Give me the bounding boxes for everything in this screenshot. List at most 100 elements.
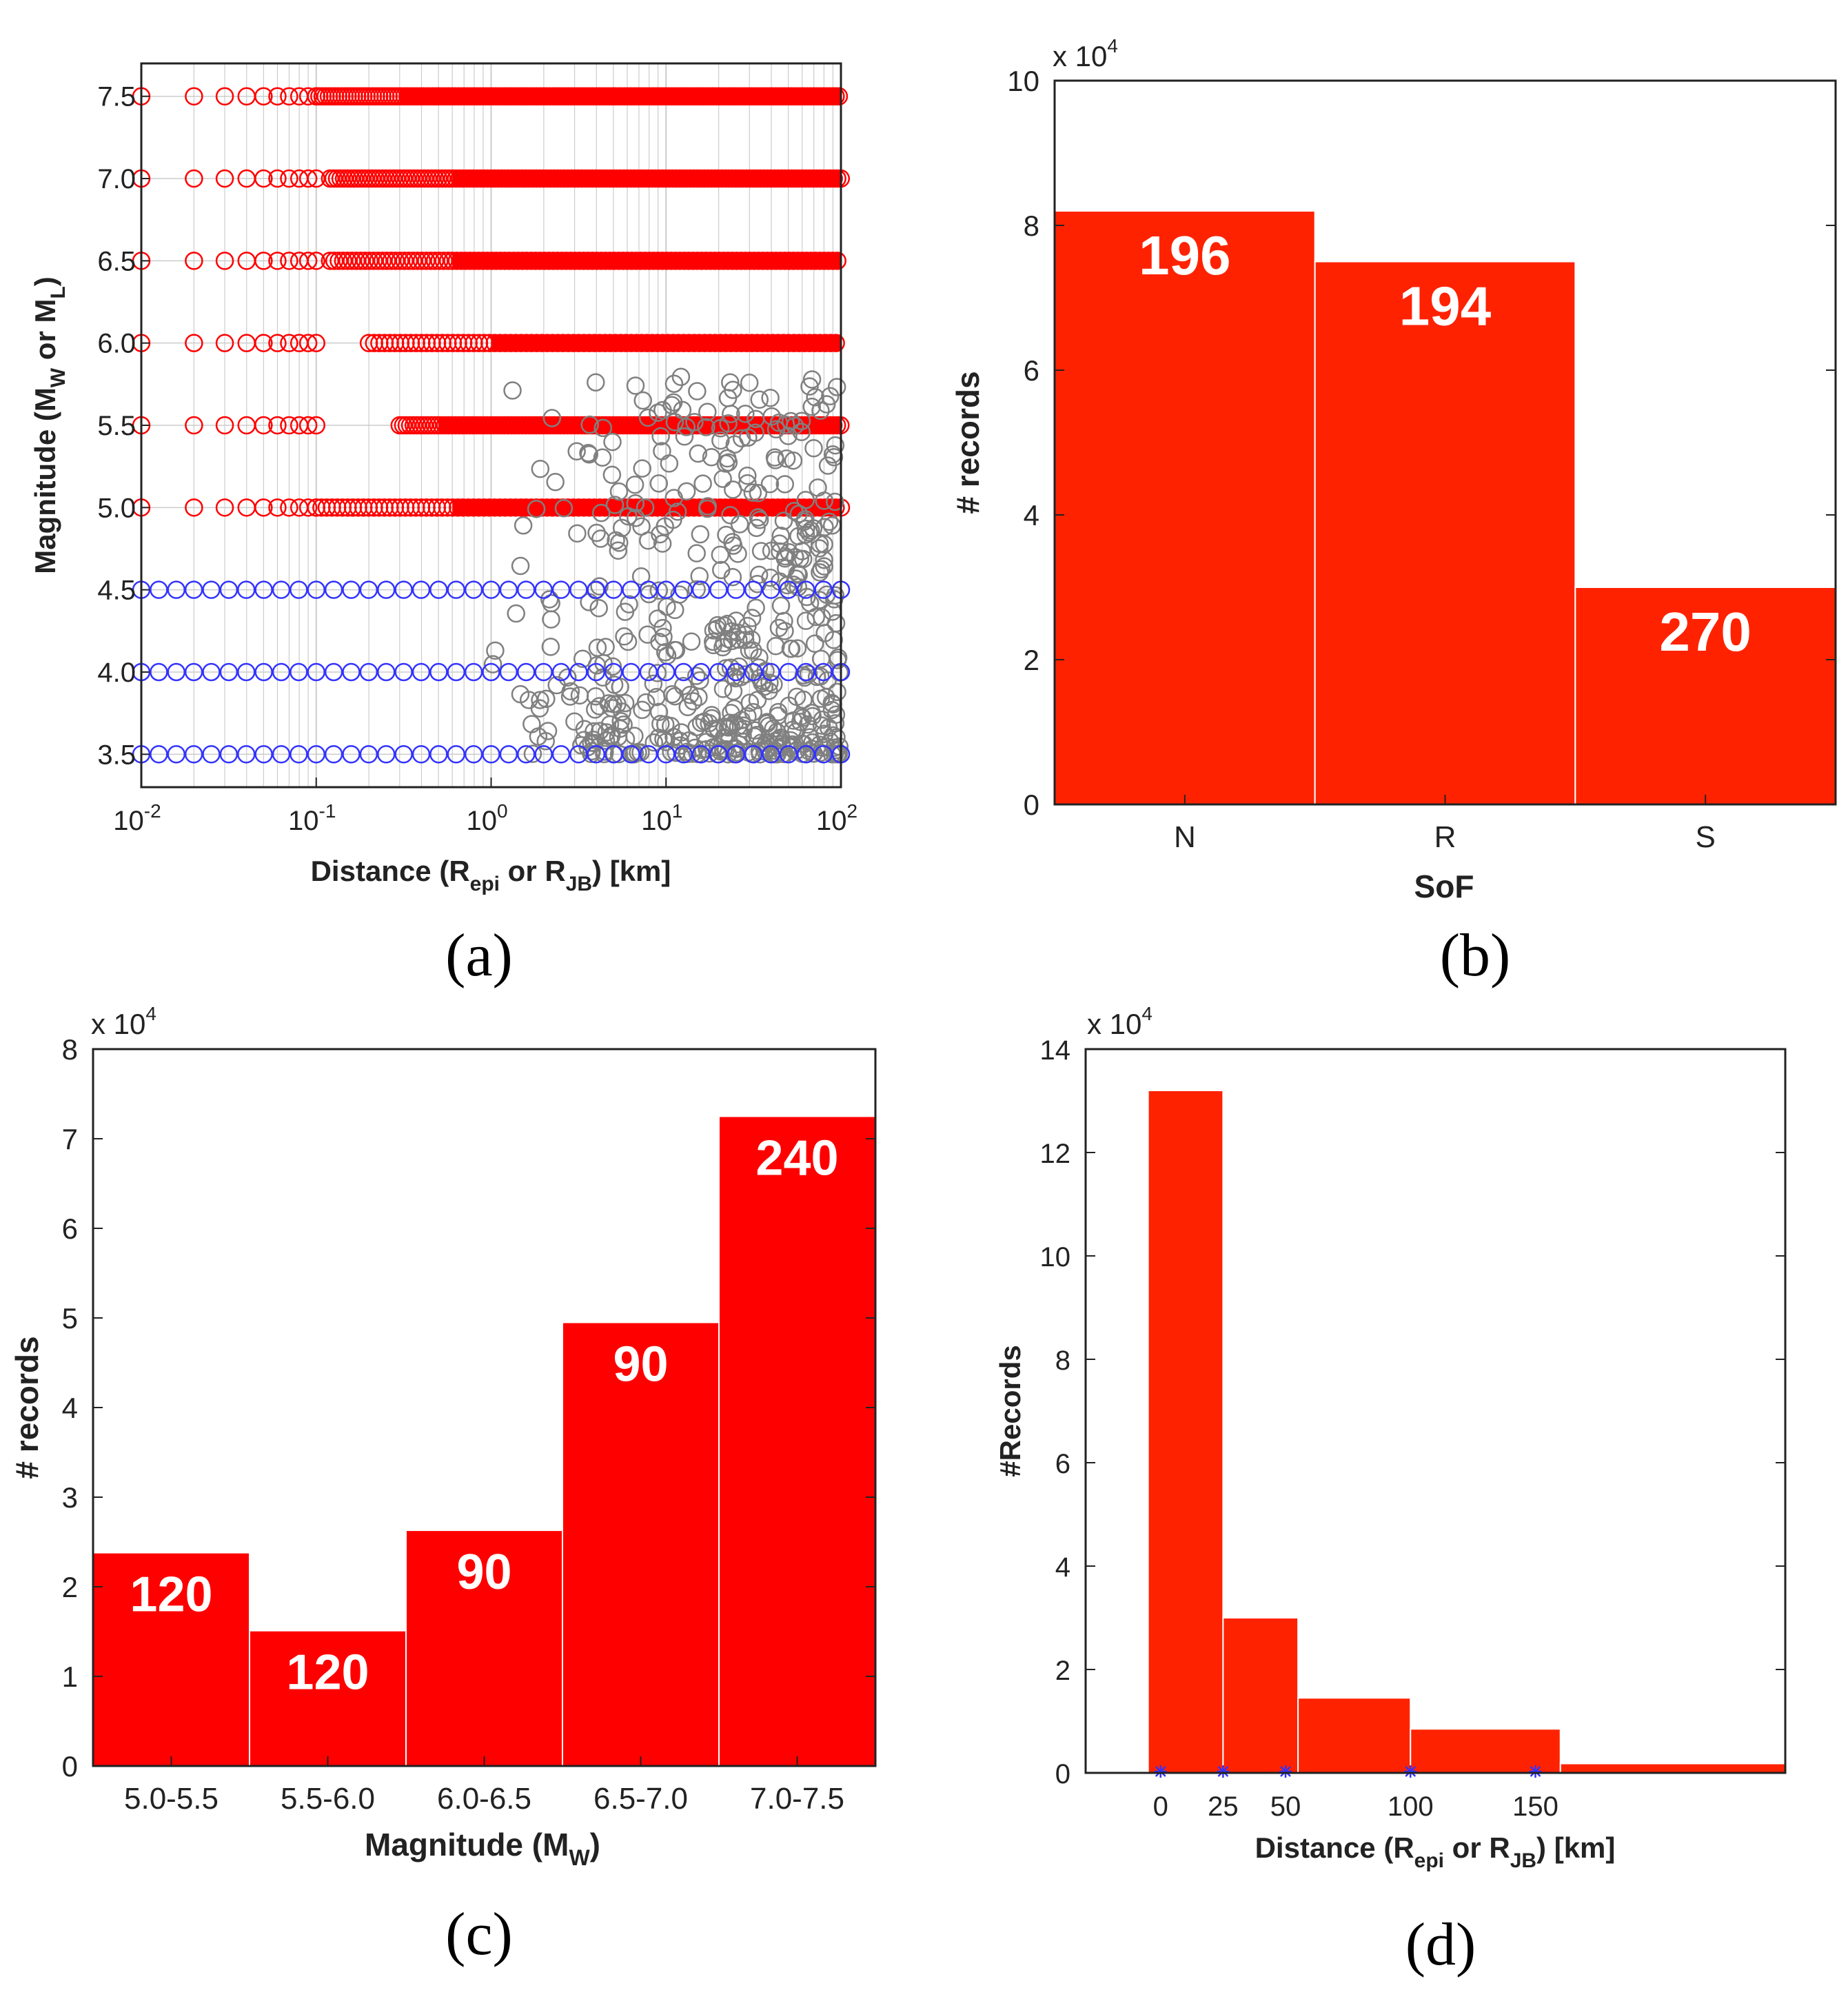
- a-point-red: [325, 252, 344, 270]
- c-y-tick-label: 4: [62, 1392, 78, 1424]
- a-point-red: [395, 252, 414, 270]
- a-point-gray: [647, 688, 666, 707]
- a-point-blue: [219, 580, 238, 599]
- a-point-gray: [821, 387, 840, 406]
- a-point-gray: [789, 527, 808, 546]
- a-point-blue: [744, 662, 763, 682]
- a-point-blue: [324, 662, 343, 682]
- c-bar-value-label: 90: [456, 1545, 511, 1600]
- a-point-gray: [589, 599, 608, 618]
- a-point-blue: [359, 745, 378, 764]
- a-point-blue: [622, 580, 640, 599]
- a-point-gray: [573, 649, 592, 668]
- a-point-gray: [483, 655, 502, 673]
- a-point-gray: [560, 687, 580, 706]
- a-point-red: [215, 334, 234, 352]
- a-point-red: [434, 252, 454, 270]
- a-point-gray: [742, 630, 761, 649]
- d-marker-asterisk: [1279, 1765, 1292, 1778]
- d-bars: [1147, 1090, 1786, 1774]
- a-point-gray: [815, 550, 833, 569]
- a-point-blue: [674, 662, 693, 682]
- a-point-red: [215, 416, 234, 435]
- a-point-gray: [771, 596, 791, 615]
- a-point-blue: [622, 662, 640, 682]
- a-x-tick-exponent: -1: [319, 800, 336, 822]
- a-point-gray: [522, 715, 541, 733]
- a-point-gray: [593, 418, 613, 438]
- a-point-gray: [605, 496, 625, 514]
- a-point-red: [412, 252, 431, 270]
- a-point-gray: [631, 743, 650, 762]
- d-bar: [1559, 1763, 1786, 1774]
- c-bar-value-label: 240: [755, 1131, 838, 1186]
- a-point-gray: [826, 492, 844, 511]
- a-point-red: [215, 87, 234, 105]
- a-point-gray: [747, 518, 766, 538]
- a-point-gray: [711, 431, 730, 450]
- a-point-gray: [542, 409, 562, 427]
- a-point-gray: [665, 413, 684, 432]
- a-point-gray: [766, 637, 785, 656]
- a-point-blue: [762, 662, 780, 682]
- a-point-blue: [377, 580, 396, 599]
- a-point-gray: [691, 671, 709, 690]
- a-point-gray: [653, 534, 672, 553]
- a-point-blue: [569, 745, 588, 764]
- b-bar-value-label: 270: [1659, 601, 1751, 662]
- a-point-gray: [662, 396, 681, 414]
- b-y-tick-label: 10: [1007, 65, 1039, 97]
- a-point-gray: [750, 390, 769, 409]
- a-point-blue: [762, 745, 780, 764]
- a-point-blue: [709, 662, 728, 682]
- a-point-gray: [531, 459, 550, 478]
- a-point-blue: [482, 745, 500, 764]
- d-marker-asterisk: [1217, 1765, 1230, 1778]
- c-x-tick-label: 6.5-7.0: [593, 1782, 688, 1816]
- a-point-gray: [761, 388, 780, 407]
- c-bar-value-label: 90: [613, 1337, 668, 1392]
- a-point-gray: [529, 727, 548, 746]
- a-point-gray: [704, 621, 723, 640]
- c-y-tick-label: 2: [62, 1571, 78, 1603]
- a-point-gray: [636, 693, 656, 712]
- a-point-blue: [359, 662, 378, 682]
- panel-b-bar: 196 194 270 0 2 4 6 8 10 N R S x 104 SoF # record…: [950, 35, 1837, 989]
- a-point-gray: [740, 641, 759, 660]
- a-point-gray: [593, 668, 612, 687]
- a-point-blue: [184, 580, 203, 599]
- a-point-blue: [429, 745, 448, 764]
- a-point-gray: [687, 667, 706, 685]
- c-caption: (c): [445, 1901, 513, 1968]
- a-point-red: [378, 252, 396, 270]
- a-point-gray: [773, 744, 793, 763]
- a-point-gray: [587, 523, 606, 542]
- a-point-gray: [721, 658, 740, 677]
- a-point-blue: [517, 662, 536, 682]
- a-point-red: [334, 252, 353, 270]
- a-point-red: [254, 416, 273, 435]
- c-bar: [405, 1530, 563, 1767]
- a-point-gray: [702, 447, 721, 467]
- a-point-red: [185, 334, 203, 352]
- a-point-gray: [554, 499, 573, 518]
- a-point-gray: [826, 714, 845, 733]
- a-point-gray: [688, 382, 707, 400]
- a-point-gray: [597, 723, 616, 742]
- a-point-gray: [738, 466, 757, 485]
- a-point-gray: [689, 444, 708, 463]
- d-y-tick-label: 8: [1055, 1346, 1070, 1376]
- a-point-blue: [604, 745, 623, 764]
- a-point-gray: [644, 674, 663, 693]
- a-point-gray: [774, 511, 793, 530]
- c-x-ticks: 5.0-5.5 5.5-6.0 6.0-6.5 6.5-7.0 7.0-7.5: [124, 1756, 844, 1816]
- a-point-blue: [412, 662, 431, 682]
- a-point-blue: [272, 745, 291, 764]
- a-point-blue: [167, 745, 185, 764]
- a-point-gray: [626, 494, 645, 513]
- a-point-blue: [219, 662, 238, 682]
- a-point-red: [280, 169, 298, 188]
- a-y-tick-label: 7.5: [97, 82, 136, 112]
- a-point-gray: [793, 709, 812, 727]
